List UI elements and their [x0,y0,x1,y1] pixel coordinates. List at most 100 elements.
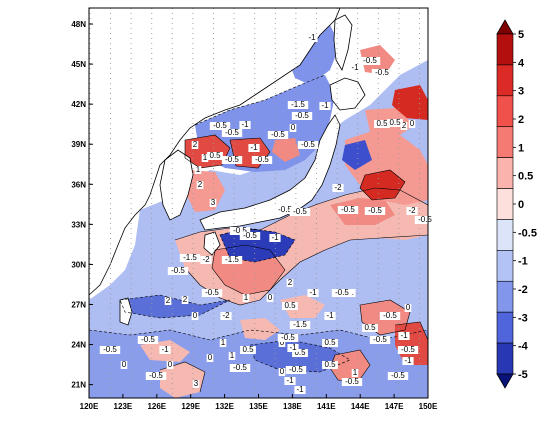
contour-label-bg [166,361,174,369]
contour-label-bg [322,339,338,347]
contour-label-bg [201,289,223,297]
map-field [89,8,428,398]
contour-label-bg [191,141,199,149]
contour-label-bg [369,336,391,344]
contour-label: -0.5 [225,155,239,164]
contour-label-bg [400,122,408,130]
contour-label-bg [362,324,378,332]
lon-tick-label: 141E [317,402,336,411]
contour-label: -0.5 [281,333,295,342]
colorbar-label: 4 [518,57,525,69]
contour-label-bg [297,141,319,149]
contour-label-bg [251,156,273,164]
contour-label: 1 [244,293,249,302]
contour-label: 1 [203,153,208,162]
contour-label-bg [397,346,419,354]
colorbar-label: 0.5 [518,171,533,183]
contour-label-bg [164,297,172,305]
colorbar-segment [496,64,514,97]
contour-label: -0.5 [271,130,285,139]
colorbar-label: -3 [518,312,528,324]
contour-label-bg [137,336,159,344]
contour-label-bg [371,69,393,77]
lon-tick-label: 135E [249,402,268,411]
colorbar-label: 3 [518,86,524,98]
contour-label: 1 [221,338,226,347]
contour-label-bg [331,289,353,297]
contour-label-bg [284,377,296,385]
contour-label-bg [351,369,359,377]
contour-label: 0 [168,360,173,369]
colorbar-label: -5 [518,369,528,381]
lon-tick-label: 120E [80,402,99,411]
contour-label: -0.5 [363,56,377,65]
contour-label-bg [145,372,167,380]
contour-label: 0.5 [209,151,221,160]
contour-label: -0.5 [225,128,239,137]
contour-label: -0.5 [233,226,247,235]
contour-label: -1 [326,311,334,320]
lon-tick-label: 132E [215,402,234,411]
contour-label: -0.5 [289,365,303,374]
contour-label: -0.5 [301,140,315,149]
contour-label-bg [167,267,189,275]
contour-label-bg [402,357,414,365]
colorbar-segment [496,219,514,251]
colorbar-segment [496,188,514,220]
colorbar-segment [496,311,514,344]
contour-label-bg [277,334,299,342]
contour-label-bg [307,289,319,297]
contour-label-bg [359,57,381,65]
contour-label-bg [278,339,286,347]
contour-label-bg [206,354,214,362]
contour-label: -1 [250,143,258,152]
contour-label: -0.5 [401,345,415,354]
contour-label-bg [398,332,410,340]
lat-tick-label: 42N [71,100,86,109]
contour-label: 2 [193,140,198,149]
contour-label: -0.5 [341,205,355,214]
lon-tick-label: 144E [351,402,370,411]
colorbar-label: -0.5 [518,227,537,239]
contour-label: -0.5 [368,206,382,215]
lat-tick-label: 36N [71,180,86,189]
contour-label-bg [287,344,299,352]
contour-label: -0.5 [278,205,292,214]
contour-label: 2 [288,278,293,287]
contour-label-bg [287,101,309,109]
contour-label-bg [196,181,204,189]
lat-tick-label: 48N [71,20,86,29]
contour-label-bg [349,64,361,72]
lon-tick-label: 126E [147,402,166,411]
contour-label: -0.5 [205,288,219,297]
contour-label-bg [292,349,308,357]
contour-label: 0.5 [242,345,254,354]
contour-label: 2 [183,295,188,304]
contour-label-bg [285,366,307,374]
contour-label-bg [229,227,251,235]
contour-label: -1 [271,233,279,242]
lon-tick-label: 129E [181,402,200,411]
contour-label: 0.5 [376,119,388,128]
contour-label-bg [120,361,128,369]
colorbar-segment [496,250,514,282]
contour-label: -1 [241,120,249,129]
contour-label-bg [332,184,344,192]
contour-label-bg [406,207,418,215]
contour-label-bg [404,304,412,312]
contour-label: -1 [400,331,408,340]
lat-tick-label: 24N [71,341,86,350]
contour-label-bg [387,119,403,127]
contour-label: -1.5 [183,253,197,262]
contour-label: 0 [193,311,198,320]
colorbar-label: -4 [518,341,529,353]
contour-label: -1.5 [225,255,239,264]
contour-label: -2 [408,206,416,215]
contour-label-bg [286,279,294,287]
contour-label-bg [207,152,223,160]
colorbar-segment [496,33,514,66]
contour-label: -1 [351,63,359,72]
contour-label-bg [229,364,251,372]
contour-label: 0.5 [294,348,306,357]
contour-label-bg [408,120,416,128]
